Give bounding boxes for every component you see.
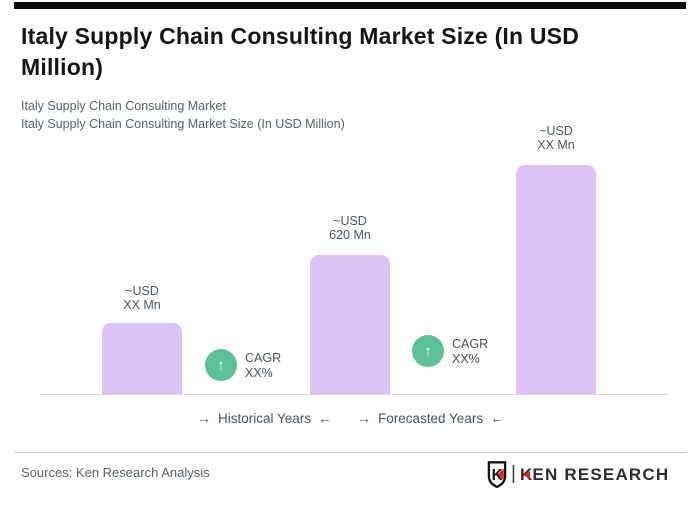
logo-red-triangle-icon xyxy=(523,470,531,479)
footer-divider xyxy=(14,452,686,453)
arrow-right-icon: → xyxy=(197,410,211,426)
arrow-left-icon: ← xyxy=(490,410,505,426)
bar xyxy=(516,165,596,395)
logo-badge-letter: K xyxy=(492,467,503,484)
logo-wordmark: K EN RESEARCH xyxy=(519,464,670,484)
arrow-right-icon: → xyxy=(357,410,371,426)
bar xyxy=(102,323,182,395)
subtitle-market: Italy Supply Chain Consulting Market xyxy=(21,99,226,113)
period-label-forecasted: → Forecasted Years ← xyxy=(357,410,505,426)
up-arrow-icon: ↑ xyxy=(424,342,432,360)
page-title: Italy Supply Chain Consulting Market Siz… xyxy=(21,23,580,80)
subtitle-market-size: Italy Supply Chain Consulting Market Siz… xyxy=(21,117,345,131)
sources-text: Sources: Ken Research Analysis xyxy=(21,465,210,480)
cagr-badge: ↑ xyxy=(205,349,237,381)
bar-value-label: ~USD XX Mn xyxy=(123,284,161,312)
cagr-badge: ↑ xyxy=(412,335,444,367)
logo-shield-icon: K xyxy=(487,461,507,488)
bar-value-label: ~USD XX Mn xyxy=(537,124,575,152)
cagr-label: CAGR XX% xyxy=(452,337,489,366)
bar-value-label: ~USD 620 Mn xyxy=(329,214,371,242)
up-arrow-icon: ↑ xyxy=(217,356,225,374)
logo-red-triangle-icon xyxy=(497,468,504,480)
period-label-historical: → Historical Years ← xyxy=(197,410,333,426)
cagr-label: CAGR XX% xyxy=(245,351,282,380)
ken-research-logo: K | K EN RESEARCH xyxy=(486,461,669,488)
bar xyxy=(310,255,390,395)
arrow-left-icon: ← xyxy=(318,410,333,426)
x-axis-line xyxy=(40,394,668,395)
logo-separator: | xyxy=(511,463,516,484)
top-border-bar xyxy=(14,2,686,9)
